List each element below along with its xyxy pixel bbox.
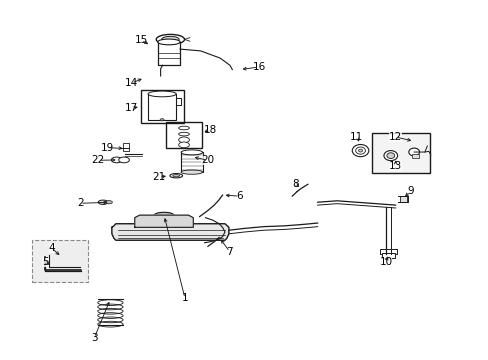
Ellipse shape — [386, 153, 394, 158]
Ellipse shape — [178, 132, 189, 136]
Text: 11: 11 — [349, 132, 363, 142]
Text: 2: 2 — [77, 198, 83, 208]
Ellipse shape — [160, 119, 163, 121]
Ellipse shape — [98, 200, 108, 204]
Ellipse shape — [111, 157, 122, 163]
Bar — [166, 122, 201, 148]
Ellipse shape — [172, 175, 179, 177]
Ellipse shape — [169, 174, 182, 178]
Ellipse shape — [158, 39, 180, 45]
Text: 3: 3 — [91, 333, 98, 343]
Ellipse shape — [148, 91, 176, 97]
Text: 22: 22 — [91, 155, 104, 165]
Polygon shape — [135, 215, 193, 227]
Text: 14: 14 — [124, 78, 138, 88]
Bar — [381, 253, 394, 258]
Ellipse shape — [408, 148, 419, 156]
Bar — [32, 240, 88, 282]
Polygon shape — [112, 224, 228, 240]
Text: 20: 20 — [201, 155, 214, 165]
Ellipse shape — [181, 170, 202, 174]
Bar — [379, 249, 396, 253]
Text: 7: 7 — [226, 247, 233, 257]
Text: 16: 16 — [252, 62, 265, 72]
Text: 13: 13 — [388, 161, 402, 171]
Ellipse shape — [161, 36, 179, 42]
Text: 9: 9 — [406, 186, 413, 197]
Text: 4: 4 — [48, 243, 55, 253]
Ellipse shape — [355, 147, 365, 154]
Ellipse shape — [178, 142, 189, 148]
Ellipse shape — [178, 137, 189, 143]
Text: 15: 15 — [134, 35, 147, 45]
Text: 19: 19 — [100, 143, 113, 153]
Text: 12: 12 — [388, 132, 402, 142]
Ellipse shape — [178, 126, 189, 130]
Bar — [141, 90, 183, 123]
Text: 1: 1 — [182, 293, 188, 303]
Ellipse shape — [119, 157, 129, 163]
Ellipse shape — [181, 150, 202, 155]
Bar — [122, 143, 129, 151]
Bar — [399, 196, 406, 202]
Text: 17: 17 — [124, 103, 138, 113]
Text: 6: 6 — [236, 191, 243, 201]
Text: 10: 10 — [379, 257, 392, 267]
Bar — [158, 42, 180, 65]
Text: 18: 18 — [203, 125, 217, 135]
Text: 21: 21 — [152, 172, 165, 182]
Bar — [148, 94, 176, 120]
Bar — [411, 154, 418, 158]
Bar — [371, 133, 429, 173]
Ellipse shape — [358, 149, 362, 152]
Bar — [181, 152, 202, 172]
Ellipse shape — [154, 212, 173, 218]
Ellipse shape — [105, 201, 112, 204]
Text: 5: 5 — [42, 257, 49, 267]
Text: 8: 8 — [291, 179, 298, 189]
Ellipse shape — [383, 150, 397, 161]
Ellipse shape — [156, 35, 184, 44]
